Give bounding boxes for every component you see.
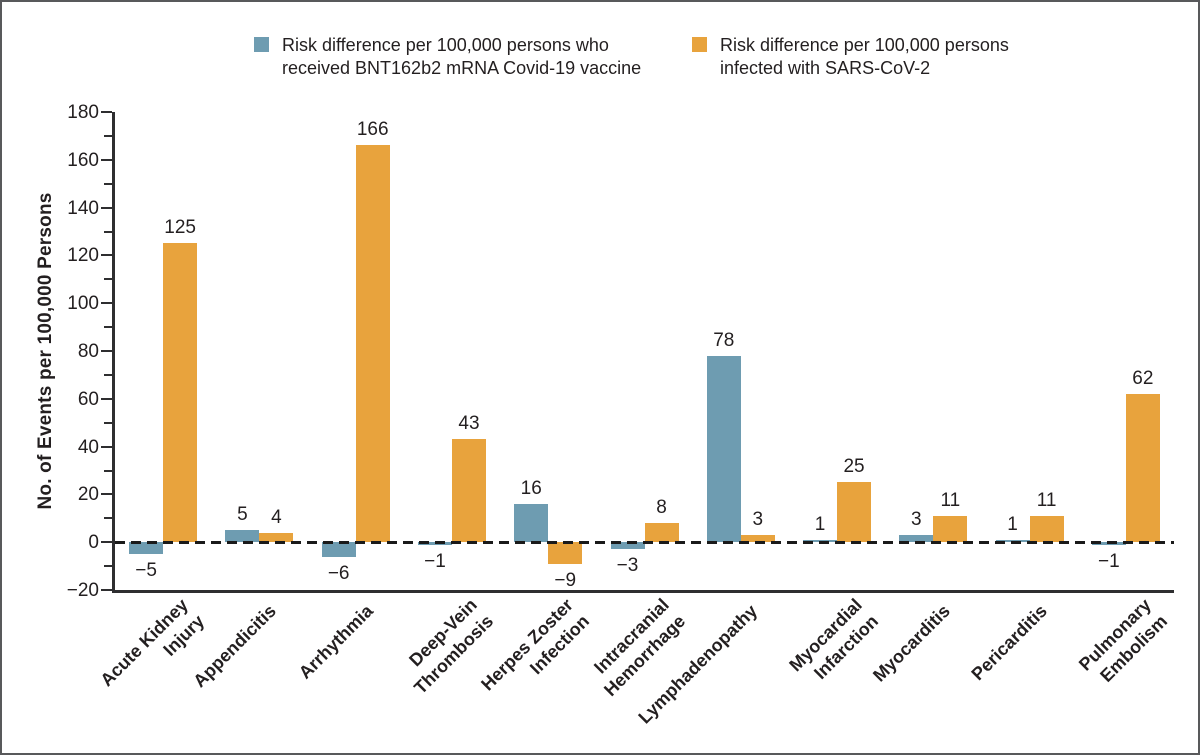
bar-infection (355, 145, 390, 543)
bar-value-label: 1 (1007, 513, 1018, 535)
bar-infection (837, 482, 872, 543)
bar-vaccine (610, 542, 645, 550)
bar-infection (548, 542, 583, 564)
bar-vaccine (225, 530, 260, 543)
y-tick-label: 160 (67, 149, 99, 171)
zero-baseline (115, 540, 1174, 544)
y-tick-label: 60 (77, 388, 99, 410)
y-tick-label: 0 (88, 532, 99, 554)
x-category-label: Acute Kidney Injury (96, 594, 209, 691)
bar-infection (259, 532, 294, 543)
bar-vaccine (321, 542, 356, 557)
y-minor-tick (104, 230, 112, 233)
bar-infection (644, 523, 679, 543)
y-major-tick (101, 111, 112, 113)
y-tick-label: 20 (77, 484, 99, 506)
y-minor-tick (104, 517, 112, 520)
bar-value-label: 43 (458, 413, 480, 435)
legend-swatch-infection-icon (692, 37, 707, 52)
bar-value-label: −9 (554, 569, 577, 591)
y-major-tick (101, 493, 112, 496)
bar-value-label: 5 (237, 504, 248, 526)
legend-label-vaccine: Risk difference per 100,000 persons who r… (282, 35, 642, 78)
bar-value-label: −5 (135, 560, 157, 582)
y-minor-tick (104, 373, 112, 376)
bar-infection (451, 439, 486, 543)
legend-label-infection: Risk difference per 100,000 persons infec… (720, 35, 1009, 78)
legend-swatch-vaccine-icon (254, 37, 269, 52)
bar-infection (933, 515, 968, 543)
bar-value-label: 125 (164, 217, 196, 239)
y-major-tick (101, 589, 112, 591)
bar-vaccine (514, 503, 549, 543)
x-axis-line (112, 590, 1174, 593)
y-tick-label: 100 (67, 293, 99, 315)
y-major-tick (101, 541, 112, 544)
y-minor-tick (104, 469, 112, 472)
bar-value-label: 4 (271, 506, 282, 528)
x-category-label: Myocardial Infarction (785, 594, 883, 684)
bar-value-label: 25 (843, 456, 865, 478)
x-category-label: Pulmonary Embolism (1074, 594, 1171, 686)
y-minor-tick (104, 278, 112, 281)
y-tick-label: 140 (67, 197, 99, 219)
bar-value-label: −1 (424, 550, 446, 572)
y-major-tick (101, 158, 112, 161)
bar-value-label: 11 (940, 489, 961, 511)
x-category-label: Herpes Zoster Infection (477, 594, 594, 695)
y-tick-label: 80 (77, 341, 99, 362)
y-tick-label: 180 (67, 102, 99, 123)
y-minor-tick (104, 326, 112, 329)
legend-item-infection: Risk difference per 100,000 persons infec… (692, 34, 1009, 80)
bar-value-label: 78 (713, 329, 735, 351)
bar-infection (163, 243, 198, 543)
y-major-tick (101, 302, 112, 305)
bar-infection (1125, 394, 1160, 543)
x-category-label: Appendicitis (189, 600, 281, 692)
bar-infection (740, 535, 775, 543)
bar-value-label: 3 (911, 509, 922, 531)
bar-value-label: 62 (1132, 368, 1154, 390)
y-tick-label: −20 (66, 580, 99, 601)
y-minor-tick (104, 421, 112, 424)
bar-value-label: 1 (814, 513, 826, 535)
bar-value-label: −3 (616, 555, 639, 577)
y-minor-tick (104, 565, 112, 568)
y-axis-title: No. of Events per 100,000 Persons (35, 192, 56, 510)
y-axis-line (112, 112, 115, 593)
y-minor-tick (104, 134, 112, 137)
x-category-label: Pericarditis (966, 600, 1051, 685)
y-minor-tick (104, 182, 112, 185)
legend-item-vaccine: Risk difference per 100,000 persons who r… (254, 34, 641, 80)
y-tick-label: 120 (67, 245, 99, 267)
y-major-tick (101, 206, 112, 209)
bar-value-label: −6 (327, 562, 350, 584)
bar-vaccine (706, 355, 741, 543)
bar-value-label: 8 (656, 497, 667, 519)
y-major-tick (101, 445, 112, 448)
bar-value-label: 16 (520, 477, 542, 499)
y-major-tick (101, 397, 112, 400)
x-category-label: Myocarditis (869, 600, 955, 686)
bar-value-label: −1 (1098, 550, 1120, 572)
y-major-tick (101, 254, 112, 257)
bar-infection (1029, 515, 1064, 543)
bar-vaccine (129, 542, 164, 555)
y-major-tick (101, 350, 112, 352)
bar-value-label: 166 (356, 119, 389, 141)
bar-vaccine (899, 535, 934, 543)
y-tick-label: 40 (77, 436, 99, 458)
bar-value-label: 3 (752, 509, 764, 531)
bar-value-label: 11 (1036, 489, 1057, 511)
x-category-label: Arrhythmia (294, 600, 377, 683)
